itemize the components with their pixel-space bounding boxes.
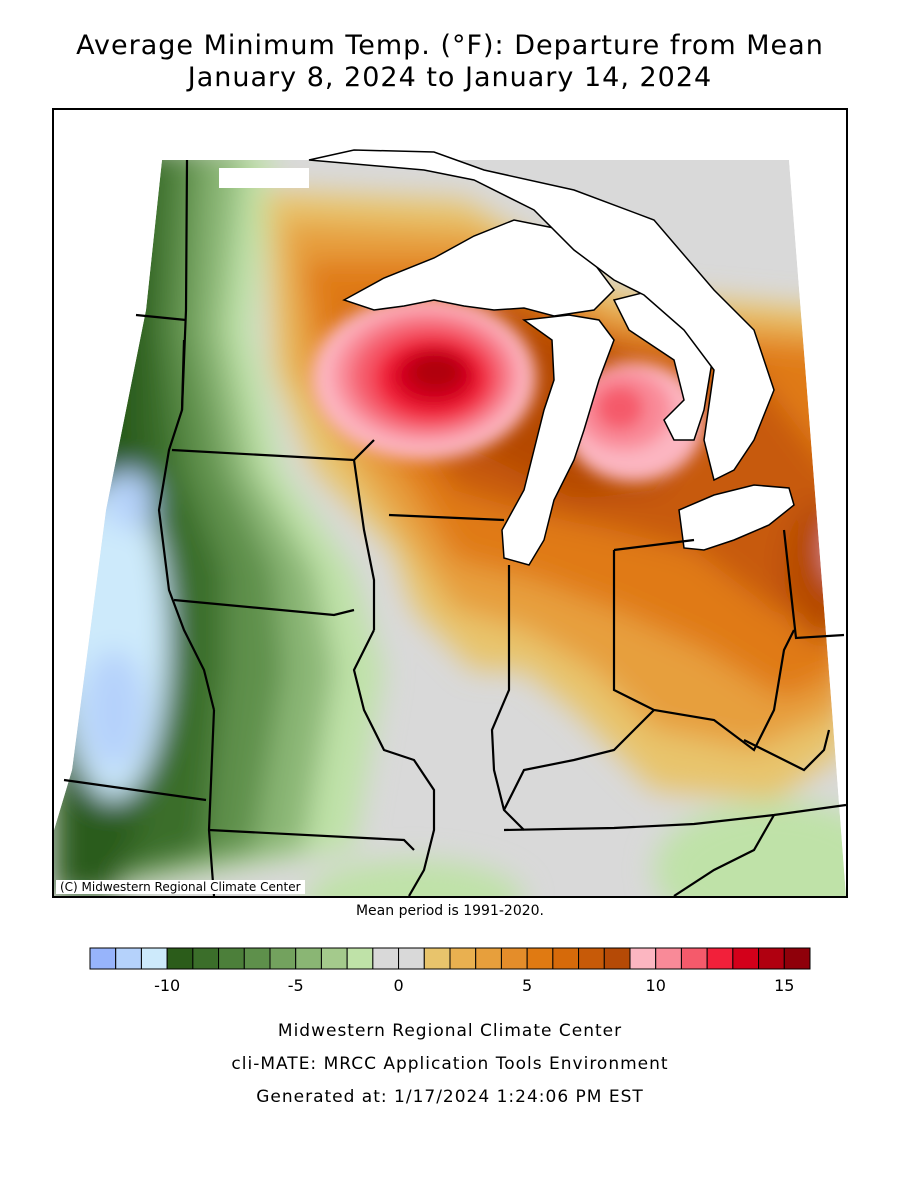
legend-tick-label: -10 (154, 976, 180, 995)
legend-tick-label: 0 (393, 976, 403, 995)
legend-swatch (732, 947, 760, 970)
map-title-line1: Average Minimum Temp. (°F): Departure fr… (76, 30, 824, 61)
legend-tick-label: 10 (646, 976, 666, 995)
legend-tick-label: 15 (774, 976, 794, 995)
legend-swatch (655, 947, 682, 970)
legend-tick-label: 5 (522, 976, 532, 995)
legend-swatch (269, 947, 297, 970)
legend-swatch (218, 947, 245, 970)
legend-swatch (372, 947, 400, 970)
footer-line3: Generated at: 1/17/2024 1:24:06 PM EST (256, 1087, 644, 1107)
legend-swatch (115, 947, 142, 970)
legend-swatch (295, 947, 322, 970)
copyright-label: (C) Midwestern Regional Climate Center (56, 880, 305, 894)
legend-swatch (500, 947, 528, 970)
legend-tick-label: -5 (288, 976, 304, 995)
legend-swatch (629, 947, 657, 970)
legend-swatch (449, 947, 477, 970)
outside-domain (54, 110, 846, 896)
legend-swatch (243, 947, 271, 970)
footer-line2: cli-MATE: MRCC Application Tools Environ… (231, 1054, 669, 1074)
color-legend: -10 -5 0 5 10 15 (89, 947, 811, 995)
legend-swatch (578, 947, 605, 970)
legend-swatch (140, 947, 168, 970)
footer-line1: Midwestern Regional Climate Center (277, 1021, 623, 1041)
mean-period-note: Mean period is 1991-2020. (355, 903, 545, 919)
legend-swatch (680, 947, 708, 970)
legend-swatch (758, 947, 785, 970)
legend-swatch (398, 947, 425, 970)
legend-swatch (603, 947, 631, 970)
legend-swatch (320, 947, 348, 970)
state-boundaries (63, 159, 846, 896)
legend-swatch (346, 947, 374, 970)
canada-land (308, 149, 775, 482)
legend-swatch (89, 947, 117, 970)
map-title-line2: January 8, 2024 to January 14, 2024 (187, 62, 713, 93)
legend-swatch (475, 947, 502, 970)
map-frame: (C) Midwestern Regional Climate Center (52, 108, 848, 898)
legend-swatch (783, 947, 811, 970)
legend-swatch (192, 947, 220, 970)
departure-map (54, 110, 846, 896)
legend-swatch (526, 947, 554, 970)
legend-swatch (423, 947, 451, 970)
legend-swatch (552, 947, 580, 970)
legend-swatch (706, 947, 734, 970)
legend-swatch (166, 947, 194, 970)
